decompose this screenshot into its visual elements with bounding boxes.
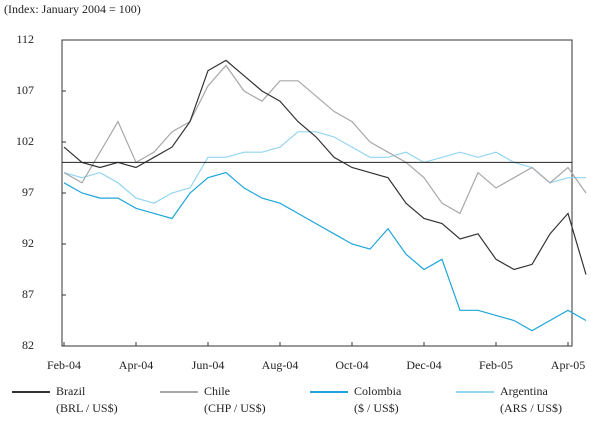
x-tick-label: Apr-05 <box>551 358 585 372</box>
series-line <box>63 171 587 332</box>
y-tick-label: 82 <box>22 338 34 352</box>
x-tick-label: Aug-04 <box>262 358 299 372</box>
x-tick-label: Jun-04 <box>192 358 225 372</box>
legend-label: Brazil <box>56 384 86 398</box>
legend-label: Chile <box>204 384 230 398</box>
series-line <box>63 59 587 275</box>
x-tick-label: Oct-04 <box>335 358 368 372</box>
legend-unit: (BRL / US$) <box>56 401 118 415</box>
plot-frame <box>61 39 573 347</box>
x-tick-label: Feb-04 <box>47 358 81 372</box>
legend-unit: ($ / US$) <box>354 401 399 415</box>
series-line <box>63 131 586 204</box>
y-tick-label: 112 <box>16 32 34 46</box>
y-tick-label: 92 <box>22 236 34 250</box>
x-tick-label: Dec-04 <box>406 358 441 372</box>
x-tick-label: Feb-05 <box>479 358 513 372</box>
y-tick-label: 102 <box>16 134 34 148</box>
legend-unit: (ARS / US$) <box>500 401 562 415</box>
chart-subtitle: (Index: January 2004 = 100) <box>4 2 141 16</box>
y-tick-label: 107 <box>16 83 34 97</box>
legend-label: Colombia <box>354 384 402 398</box>
x-tick-label: Apr-04 <box>119 358 153 372</box>
y-tick-label: 87 <box>22 287 34 301</box>
legend-label: Argentina <box>500 384 548 398</box>
y-tick-label: 97 <box>22 185 34 199</box>
series-line <box>63 64 587 215</box>
legend-unit: (CHP / US$) <box>204 401 266 415</box>
